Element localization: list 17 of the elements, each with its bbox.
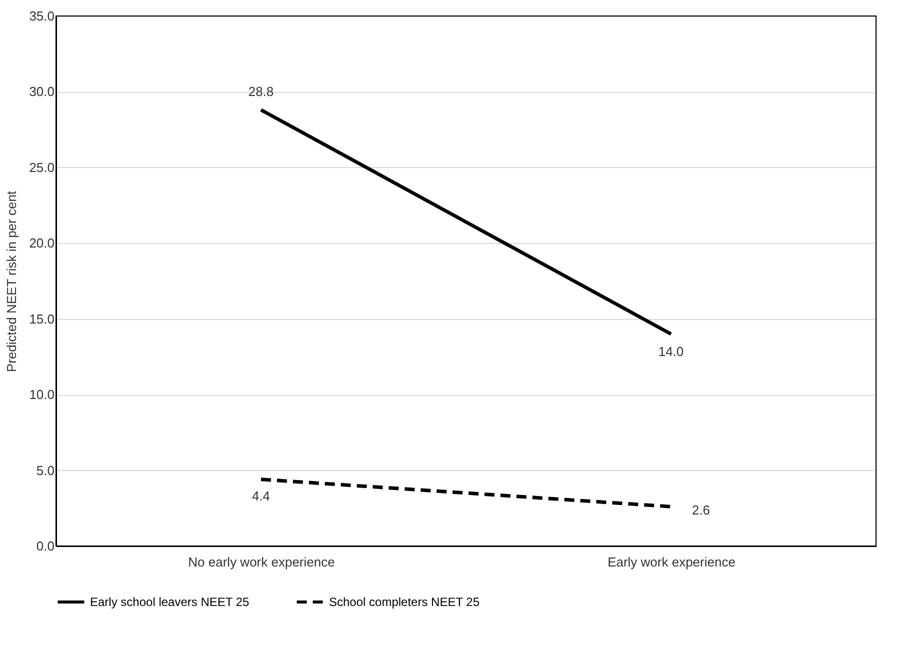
y-tick-label: 10.0 (29, 387, 54, 402)
y-tick-label: 25.0 (29, 160, 54, 175)
y-tick-label: 35.0 (29, 8, 54, 24)
y-axis-title: Predicted NEET risk in per cent (4, 190, 20, 372)
data-label: 28.8 (248, 84, 274, 99)
y-tick-label: 20.0 (29, 236, 54, 251)
data-label: 4.4 (252, 488, 270, 504)
data-label: 14.0 (658, 344, 684, 359)
legend-label: Early school leavers NEET 25 (90, 595, 250, 609)
x-tick-label: Early work experience (608, 554, 736, 570)
y-tick-label: 30.0 (29, 84, 54, 100)
y-tick-label: 5.0 (36, 462, 54, 478)
legend-label: School completers NEET 25 (329, 595, 480, 609)
y-tick-label: 15.0 (29, 311, 54, 326)
x-tick-label: No early work experience (188, 554, 335, 570)
data-label: 2.6 (692, 502, 710, 518)
y-tick-label: 0.0 (36, 538, 54, 554)
